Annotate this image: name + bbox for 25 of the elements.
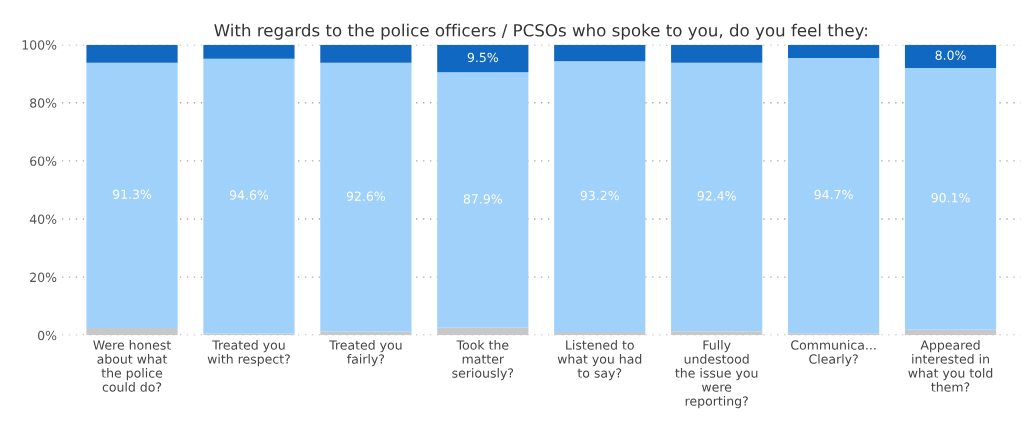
y-tick-label: 80% <box>30 98 57 108</box>
data-label: 90.1% <box>931 193 970 203</box>
data-label: 92.6% <box>346 191 386 201</box>
x-tick-label: Were honest about what the police could do? <box>93 340 171 392</box>
data-label: 93.2% <box>580 190 619 201</box>
y-tick-label: 40% <box>29 214 57 224</box>
x-tick-label: Listened to what you had to say? <box>557 340 642 381</box>
x-tick-label: Appeared interested in what you told them? <box>908 340 993 392</box>
data-label: 87.9% <box>463 194 502 204</box>
x-tick-label: Communica... Clearly? <box>791 340 876 367</box>
data-label: 92.4% <box>697 191 736 201</box>
x-tick-label: Treated you with respect? <box>207 340 290 367</box>
y-tick-label: 20% <box>30 272 57 283</box>
y-tick-label: 60% <box>30 156 57 166</box>
y-tick-label: 0% <box>37 330 57 341</box>
x-tick-label: Fully undestood the issue you were reporting? <box>675 340 758 409</box>
x-tick-label: Treated you fairly? <box>329 340 402 367</box>
data-label: 8.0% <box>935 50 966 60</box>
data-label: 94.7% <box>814 189 853 200</box>
x-tick-label: Took the matter seriously? <box>452 340 514 381</box>
data-label: 91.3% <box>112 189 152 199</box>
data-label: 9.5% <box>467 52 498 63</box>
y-tick-label: 100% <box>22 40 57 50</box>
chart-title: With regards to the police officers / PCSOs who spoke to you, do you feel they: <box>214 23 867 40</box>
data-label: 94.6% <box>229 190 269 200</box>
